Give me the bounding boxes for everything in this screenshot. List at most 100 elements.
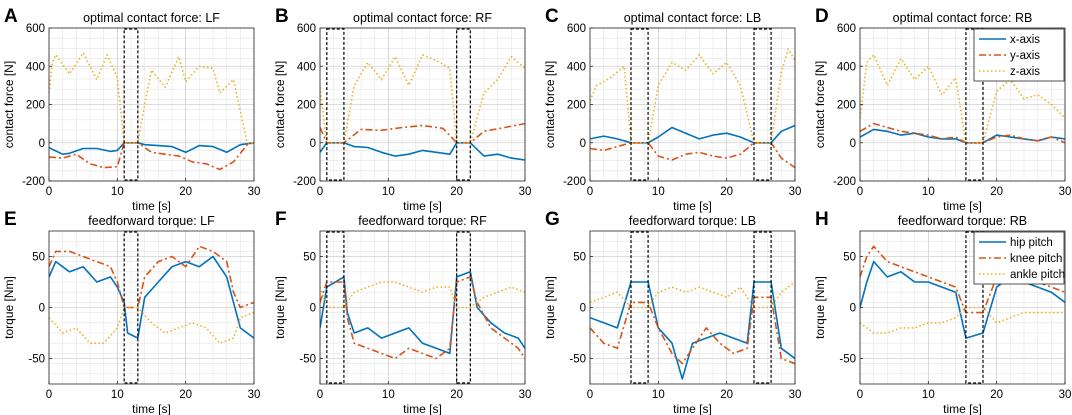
- y-axis-label: torque [Nm]: [813, 276, 827, 339]
- x-tick-label: 30: [1059, 186, 1072, 198]
- stance-box: [326, 231, 345, 384]
- series-line-knee-pitch: [590, 296, 795, 365]
- y-tick-label: 400: [837, 61, 856, 73]
- panel-title: feedforward torque: RB: [898, 214, 1027, 228]
- series-line-hip-pitch: [320, 270, 525, 355]
- panel-letter: E: [4, 209, 17, 230]
- x-axis-label: time [s]: [403, 199, 442, 213]
- grid: [589, 27, 796, 182]
- x-tick-label: 10: [382, 389, 395, 401]
- x-tick-label: 0: [587, 389, 593, 401]
- y-axis-label: torque [Nm]: [2, 276, 16, 339]
- y-tick-label: -50: [299, 354, 316, 366]
- x-axis-label: time [s]: [673, 199, 712, 213]
- series-line-x-axis: [860, 128, 1065, 144]
- y-tick-label: 200: [297, 100, 316, 112]
- y-axis-label: contact force [N]: [813, 61, 827, 148]
- series-group: [320, 53, 525, 161]
- x-tick-label: 10: [652, 186, 665, 198]
- series-line-y-axis: [590, 142, 795, 169]
- y-tick-label: 50: [573, 252, 586, 264]
- series-line-y-axis: [860, 122, 1065, 144]
- y-tick-label: 400: [567, 61, 586, 73]
- y-tick-label: 400: [26, 61, 45, 73]
- series-group: [320, 270, 525, 360]
- x-tick-label: 10: [382, 186, 395, 198]
- x-axis-label: time [s]: [943, 199, 982, 213]
- x-axis-label: time [s]: [132, 199, 171, 213]
- panel-title: optimal contact force: RF: [353, 11, 492, 25]
- y-tick-label: 400: [297, 61, 316, 73]
- panel-letter: C: [545, 6, 559, 27]
- series-group: [49, 52, 254, 171]
- x-tick-label: 0: [46, 389, 52, 401]
- y-tick-label: 0: [39, 138, 45, 150]
- y-tick-label: 600: [26, 23, 45, 35]
- series-line-ankle-pitch: [49, 306, 254, 345]
- y-tick-label: 0: [580, 303, 586, 315]
- panel-E: E 0 10 20 30 -50 0 50 feedforward torque: LF time…: [2, 209, 260, 415]
- series-group: [49, 245, 254, 345]
- x-tick-label: 20: [990, 389, 1003, 401]
- y-tick-label: -200: [22, 176, 45, 188]
- x-tick-label: 0: [587, 186, 593, 198]
- x-tick-label: 20: [179, 389, 192, 401]
- panel-title: optimal contact force: LB: [624, 11, 762, 25]
- y-tick-label: 50: [303, 252, 316, 264]
- y-tick-label: 0: [850, 138, 856, 150]
- y-tick-label: 0: [850, 303, 856, 315]
- y-axis-label: contact force [N]: [273, 61, 287, 148]
- x-tick-label: 10: [652, 389, 665, 401]
- x-tick-label: 10: [922, 186, 935, 198]
- y-tick-label: 600: [837, 23, 856, 35]
- legend-torque: hip pitch knee pitch ankle pitch: [973, 231, 1065, 285]
- stance-box: [326, 28, 345, 181]
- y-tick-label: 50: [32, 252, 45, 264]
- legend-label: knee pitch: [1010, 253, 1062, 265]
- series-line-hip-pitch: [590, 281, 795, 380]
- panel-title: optimal contact force: LF: [83, 11, 220, 25]
- y-tick-label: -50: [28, 354, 45, 366]
- legend-label: x-axis: [1010, 34, 1040, 46]
- x-tick-label: 0: [46, 186, 52, 198]
- legend-force: x-axis y-axis z-axis: [973, 28, 1065, 82]
- panel-title: feedforward torque: LB: [629, 214, 756, 228]
- y-axis-label: torque [Nm]: [543, 276, 557, 339]
- stance-box: [456, 231, 471, 384]
- grid: [48, 27, 255, 182]
- y-tick-label: 200: [567, 100, 586, 112]
- x-tick-label: 30: [248, 389, 261, 401]
- x-tick-label: 0: [857, 389, 863, 401]
- x-tick-label: 30: [519, 186, 532, 198]
- series-line-z-axis: [320, 53, 525, 144]
- panel-letter: H: [815, 209, 829, 230]
- x-tick-label: 10: [111, 389, 124, 401]
- panel-letter: B: [275, 6, 289, 27]
- stance-box: [630, 28, 649, 181]
- panel-letter: A: [4, 6, 18, 27]
- x-tick-label: 0: [317, 186, 323, 198]
- series-line-z-axis: [860, 53, 1065, 144]
- x-tick-label: 30: [789, 389, 802, 401]
- series-line-ankle-pitch: [860, 306, 1065, 334]
- x-tick-label: 0: [857, 186, 863, 198]
- stance-box: [630, 231, 649, 384]
- panel-F: F 0 10 20 30 -50 0 50 feedforward torque: RF time…: [273, 209, 531, 415]
- x-tick-label: 20: [990, 186, 1003, 198]
- series-line-x-axis: [320, 142, 525, 161]
- x-tick-label: 30: [519, 389, 532, 401]
- x-axis-label: time [s]: [403, 402, 442, 415]
- legend-label: y-axis: [1010, 50, 1040, 62]
- y-axis-label: contact force [N]: [543, 61, 557, 148]
- panel-letter: F: [275, 209, 287, 230]
- stance-box: [753, 28, 772, 181]
- series-line-z-axis: [590, 48, 795, 144]
- x-tick-label: 10: [111, 186, 124, 198]
- y-tick-label: -200: [293, 176, 316, 188]
- series-group: [860, 53, 1065, 144]
- series-line-ankle-pitch: [320, 281, 525, 309]
- grid: [319, 27, 526, 182]
- panel-letter: G: [545, 209, 560, 230]
